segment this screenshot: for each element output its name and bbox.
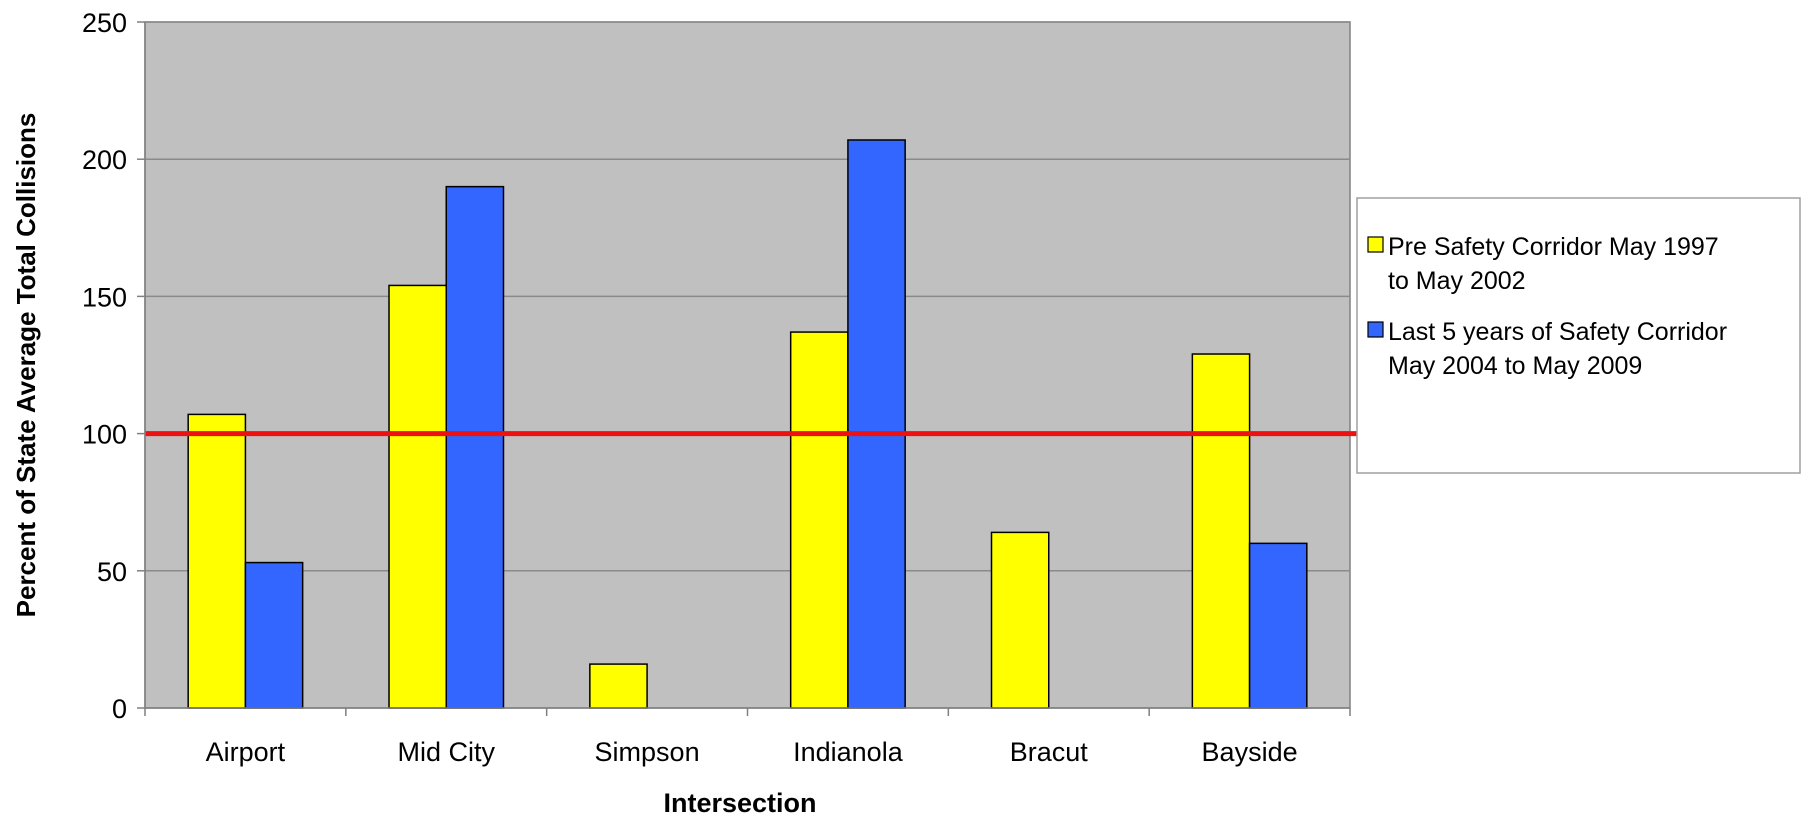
bar-pre-indianola [789, 331, 849, 709]
x-tick-label: Simpson [595, 737, 700, 767]
x-tick-label: Airport [206, 737, 286, 767]
bar-last5-mid-city [445, 185, 505, 709]
y-tick-label: 50 [97, 557, 127, 587]
legend-box [1356, 197, 1801, 474]
y-tick-label: 100 [82, 420, 127, 450]
bar-pre-bayside [1191, 353, 1251, 709]
bar-pre-bracut [990, 531, 1050, 709]
y-tick-label: 200 [82, 145, 127, 175]
bars [187, 139, 1308, 709]
x-tick-label: Indianola [793, 737, 904, 767]
x-tick-label: Mid City [397, 737, 495, 767]
y-axis-title: Percent of State Average Total Collision… [11, 113, 41, 618]
legend: Pre Safety Corridor May 1997 to May 2002 L… [1356, 197, 1801, 474]
bar-last5-indianola [847, 139, 906, 709]
bar-pre-simpson [589, 663, 648, 709]
plot-area [144, 21, 1351, 709]
bar-last5-bayside [1248, 542, 1308, 709]
bar-pre-mid-city [388, 284, 448, 709]
legend-swatch-last5 [1367, 321, 1384, 338]
x-axis-title: Intersection [663, 788, 816, 818]
bar-pre-airport [187, 413, 247, 709]
legend-label: to May 2002 [1388, 267, 1526, 295]
legend-label: May 2004 to May 2009 [1388, 352, 1642, 380]
legend-swatch-pre [1367, 236, 1384, 253]
bar-last5-airport [244, 561, 304, 709]
x-tick-label: Bracut [1010, 737, 1089, 767]
legend-label: Last 5 years of Safety Corridor [1388, 318, 1727, 346]
y-tick-label: 0 [112, 694, 127, 724]
x-tick-label: Bayside [1202, 737, 1298, 767]
legend-label: Pre Safety Corridor May 1997 [1388, 233, 1719, 261]
y-tick-label: 250 [82, 8, 127, 38]
tick-labels: 0 50 100 150 200 250 Airport Mid City Simpson Ind… [82, 8, 1351, 767]
y-tick-label: 150 [82, 282, 127, 312]
